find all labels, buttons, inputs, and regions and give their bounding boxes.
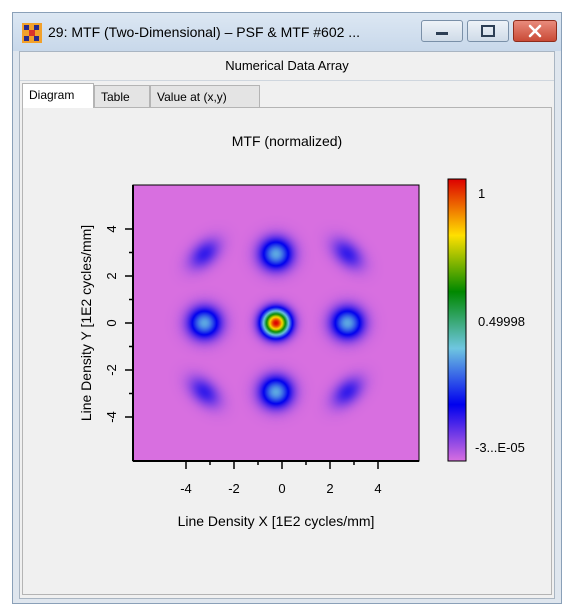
x-tick-label: 4 xyxy=(374,481,381,496)
data-array-header: Numerical Data Array xyxy=(20,52,554,81)
axis-ticks xyxy=(125,228,379,469)
mtf-chart: MTF (normalized) -4 -2 0 2 4 4 2 xyxy=(78,133,525,529)
x-tick-label: 2 xyxy=(326,481,333,496)
heatmap-canvas[interactable] xyxy=(133,185,419,461)
window-title: 29: MTF (Two-Dimensional) – PSF & MTF #6… xyxy=(48,24,360,40)
y-tick-label: -2 xyxy=(104,364,119,376)
tab-diagram[interactable]: Diagram xyxy=(22,83,94,108)
colorbar-max-label: 1 xyxy=(478,186,485,201)
close-button[interactable] xyxy=(513,20,557,42)
y-tick-label: 0 xyxy=(104,319,119,326)
x-tick-label: -4 xyxy=(180,481,192,496)
colorbar xyxy=(447,178,467,462)
tab-value-at-xy[interactable]: Value at (x,y) xyxy=(150,85,260,107)
colorbar-mid-label: 0.49998 xyxy=(478,314,525,329)
app-icon xyxy=(22,23,42,43)
minimize-icon xyxy=(436,32,448,35)
window-client: Numerical Data Array Diagram Table Value… xyxy=(19,51,555,599)
y-tick-label: -4 xyxy=(104,411,119,423)
y-tick-label: 4 xyxy=(104,225,119,232)
mtf-window: 29: MTF (Two-Dimensional) – PSF & MTF #6… xyxy=(12,12,562,604)
maximize-icon xyxy=(481,25,495,37)
title-bar[interactable]: 29: MTF (Two-Dimensional) – PSF & MTF #6… xyxy=(13,13,561,51)
y-axis-label: Line Density Y [1E2 cycles/mm] xyxy=(78,225,94,421)
diagram-panel: MTF (normalized) -4 -2 0 2 4 4 2 xyxy=(22,107,552,595)
x-tick-label: 0 xyxy=(278,481,285,496)
close-icon xyxy=(528,24,542,38)
x-tick-label: -2 xyxy=(228,481,240,496)
x-axis-label: Line Density X [1E2 cycles/mm] xyxy=(178,513,375,529)
chart-title: MTF (normalized) xyxy=(232,133,342,149)
heatmap-region[interactable] xyxy=(133,185,419,461)
minimize-button[interactable] xyxy=(421,20,463,42)
tab-table[interactable]: Table xyxy=(94,85,150,107)
y-tick-label: 2 xyxy=(104,272,119,279)
colorbar-min-label: -3...E-05 xyxy=(475,440,525,455)
maximize-button[interactable] xyxy=(467,20,509,42)
